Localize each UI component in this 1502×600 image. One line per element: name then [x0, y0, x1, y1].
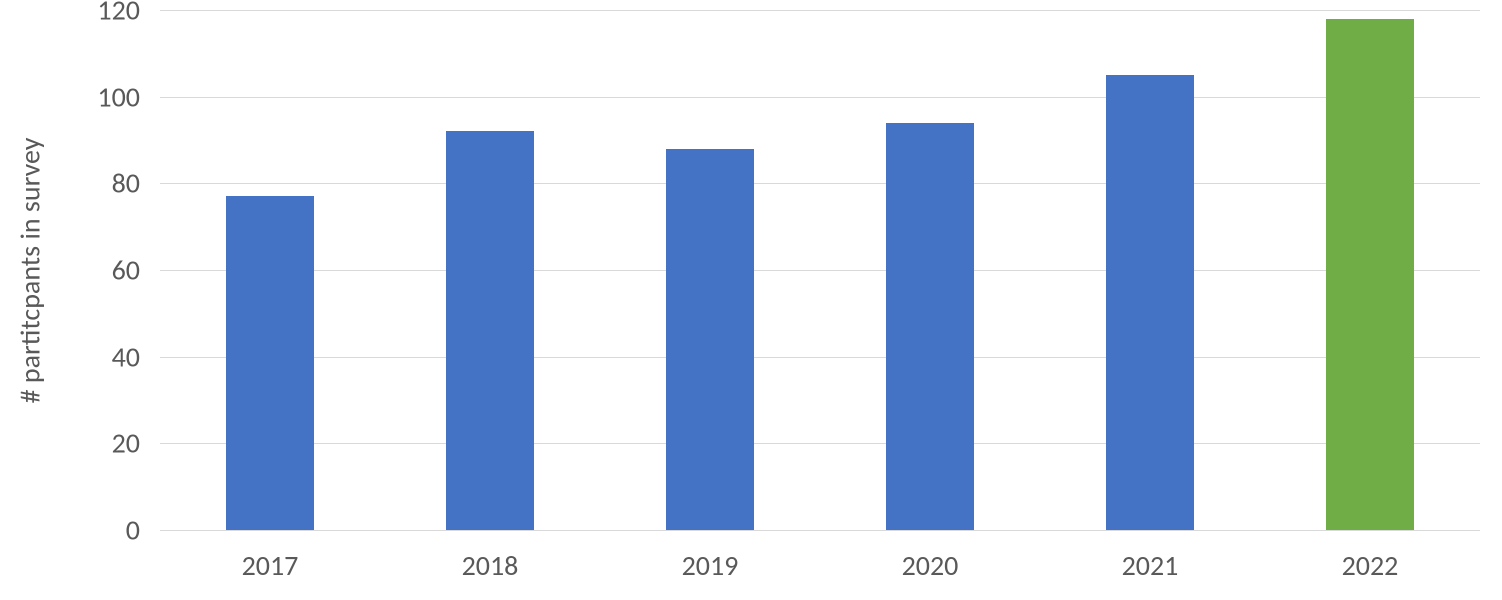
y-axis-title: # partitcpants in survey — [13, 137, 48, 403]
x-tick-label: 2018 — [380, 540, 600, 590]
bar-chart: # partitcpants in survey 0 20 40 60 80 100 120… — [0, 0, 1502, 600]
y-tick-label: 80 — [60, 166, 140, 201]
bar-slot — [1040, 10, 1260, 530]
x-axis-tick-labels: 201720182019202020212022 — [160, 540, 1480, 590]
x-tick-label: 2019 — [600, 540, 820, 590]
y-tick-label: 120 — [60, 0, 140, 28]
bar — [446, 131, 534, 530]
x-tick-label: 2020 — [820, 540, 1040, 590]
y-tick-label: 100 — [60, 79, 140, 114]
bar-slot — [160, 10, 380, 530]
plot-area — [160, 10, 1480, 531]
y-tick-label: 0 — [60, 513, 140, 548]
bar-slot — [820, 10, 1040, 530]
bars-container — [160, 10, 1480, 530]
x-tick-label: 2017 — [160, 540, 380, 590]
y-tick-label: 20 — [60, 426, 140, 461]
bar — [1106, 75, 1194, 530]
x-tick-label: 2022 — [1260, 540, 1480, 590]
bar-slot — [600, 10, 820, 530]
y-axis-tick-labels: 020406080100120 — [60, 0, 150, 540]
bar — [886, 123, 974, 530]
bar-slot — [1260, 10, 1480, 530]
y-tick-label: 40 — [60, 339, 140, 374]
x-tick-label: 2021 — [1040, 540, 1260, 590]
y-axis-title-container: # partitcpants in survey — [0, 0, 60, 540]
bar — [666, 149, 754, 530]
bar — [226, 196, 314, 530]
bar-slot — [380, 10, 600, 530]
y-tick-label: 60 — [60, 253, 140, 288]
bar — [1326, 19, 1414, 530]
